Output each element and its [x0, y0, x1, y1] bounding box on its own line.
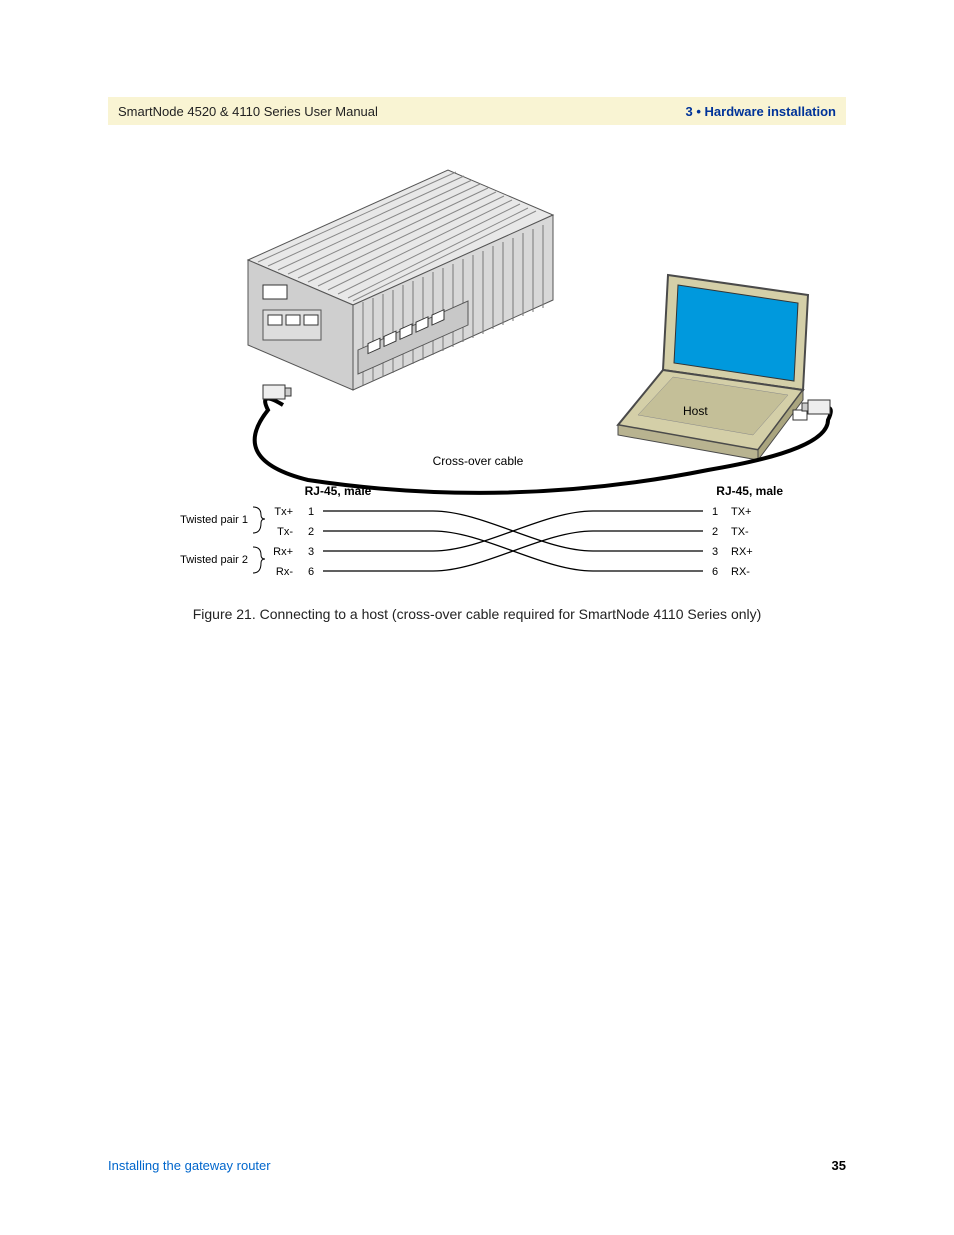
- pinout-left-header: RJ-45, male: [305, 484, 372, 498]
- row-right-signal: TX-: [731, 526, 749, 538]
- rj45-connector-left-icon: [263, 385, 291, 399]
- row-right-pin: 3: [712, 546, 718, 558]
- figure-caption: Figure 21. Connecting to a host (cross-o…: [108, 606, 846, 622]
- row-right-pin: 1: [712, 506, 718, 518]
- row-left-signal: Tx-: [277, 526, 293, 538]
- pair2-label: Twisted pair 2: [180, 554, 248, 566]
- pinout-diagram: RJ-45, male RJ-45, male Twisted pair 1 T…: [180, 484, 783, 578]
- header-right-text: 3 • Hardware installation: [686, 104, 836, 119]
- row-left-pin: 3: [308, 546, 314, 558]
- pinout-right-header: RJ-45, male: [716, 484, 783, 498]
- figure-area: Host Cross-over cable RJ-45, male RJ-45,…: [108, 160, 846, 622]
- cable-label: Cross-over cable: [433, 454, 524, 468]
- footer-section-text: Installing the gateway router: [108, 1158, 271, 1173]
- page-header: SmartNode 4520 & 4110 Series User Manual…: [108, 97, 846, 125]
- row-right-pin: 6: [712, 566, 718, 578]
- connection-diagram: Host Cross-over cable RJ-45, male RJ-45,…: [108, 160, 846, 600]
- row-left-pin: 6: [308, 566, 314, 578]
- row-left-signal: Tx+: [274, 506, 293, 518]
- row-left-signal: Rx-: [276, 566, 293, 578]
- row-right-pin: 2: [712, 526, 718, 538]
- laptop-icon: [618, 275, 808, 460]
- pair1-label: Twisted pair 1: [180, 514, 248, 526]
- header-left-text: SmartNode 4520 & 4110 Series User Manual: [118, 104, 378, 119]
- row-left-pin: 1: [308, 506, 314, 518]
- router-device: [248, 170, 553, 390]
- host-label: Host: [683, 404, 708, 418]
- page-number: 35: [832, 1158, 846, 1173]
- row-left-signal: Rx+: [273, 546, 293, 558]
- row-right-signal: TX+: [731, 506, 751, 518]
- row-left-pin: 2: [308, 526, 314, 538]
- row-right-signal: RX-: [731, 566, 750, 578]
- page-footer: Installing the gateway router 35: [108, 1158, 846, 1173]
- row-right-signal: RX+: [731, 546, 753, 558]
